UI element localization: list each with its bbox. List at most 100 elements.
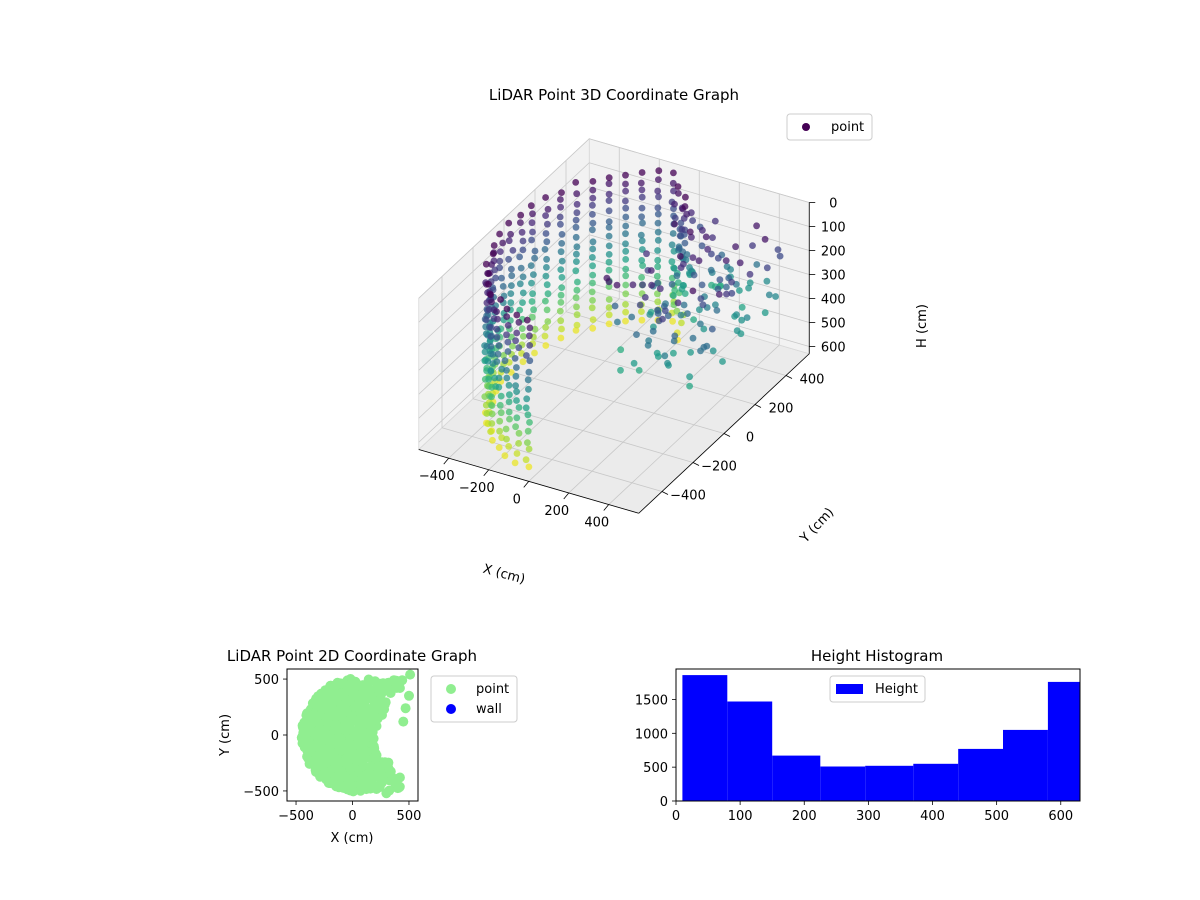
point-3d-marker	[513, 329, 521, 337]
z-tick-label-3d: 100	[821, 221, 846, 236]
point-3d-marker	[505, 443, 513, 450]
point-3d-marker	[763, 277, 771, 285]
legend-3d-frame	[786, 113, 873, 141]
histogram-bar	[772, 755, 821, 801]
point-3d-marker	[525, 368, 533, 376]
point-3d-marker	[635, 367, 643, 374]
point-3d-marker	[518, 325, 526, 332]
legend-2d: point wall	[430, 675, 518, 723]
point-3d-marker	[503, 331, 510, 339]
point-3d-marker	[542, 324, 549, 331]
legend-3d-point-label: point	[831, 120, 864, 135]
point-3d-marker	[497, 296, 504, 303]
point-3d-marker	[689, 334, 697, 342]
point-3d-marker	[509, 342, 516, 350]
point-3d-marker	[572, 223, 580, 231]
point-3d-marker	[654, 210, 662, 218]
point-3d-marker	[605, 232, 613, 240]
point-3d-marker	[543, 306, 551, 314]
point-3d-marker	[671, 220, 678, 228]
point-3d-marker	[489, 436, 496, 444]
point-3d-marker	[681, 203, 689, 210]
y-tick-3d	[661, 491, 669, 495]
point-2d-marker	[356, 754, 367, 765]
y-tick-label-3d: 200	[769, 402, 794, 417]
point-3d-marker	[638, 274, 645, 281]
point-3d-marker	[670, 292, 677, 299]
point-3d-marker	[707, 266, 715, 274]
point-3d-marker	[714, 285, 722, 293]
point-3d-marker	[738, 303, 746, 311]
point-3d-marker	[529, 228, 536, 236]
point-3d-marker	[671, 332, 679, 340]
point-3d-marker	[557, 248, 565, 256]
point-2d-marker	[394, 683, 405, 693]
point-3d-marker	[489, 351, 497, 358]
x-tick-label-3d: 200	[544, 504, 569, 519]
point-3d-marker	[493, 333, 501, 341]
x-tick-label-hist: 600	[1048, 809, 1073, 824]
point-3d-marker	[572, 216, 580, 224]
point-3d-marker	[670, 337, 678, 345]
point-3d-marker	[753, 222, 760, 230]
x-tick-label-3d: 0	[513, 492, 521, 507]
y-tick-label-hist: 1000	[635, 727, 668, 742]
point-3d-marker	[668, 241, 676, 249]
point-3d-marker	[557, 299, 565, 306]
plot-2d: LiDAR Point 2D Coordinate Graph −500 0 500…	[218, 647, 518, 846]
point-3d-marker	[573, 258, 580, 265]
point-3d-marker	[573, 286, 581, 294]
point-3d-marker	[654, 187, 662, 195]
point-3d-marker	[572, 327, 580, 334]
point-3d-marker	[749, 242, 756, 250]
point-3d-marker	[673, 272, 681, 280]
point-3d-marker	[509, 247, 517, 254]
point-3d-marker	[528, 313, 536, 321]
point-3d-marker	[699, 301, 707, 309]
point-2d-marker	[325, 732, 336, 743]
point-3d-marker	[517, 264, 525, 272]
point-3d-marker	[508, 265, 515, 273]
point-3d-marker	[698, 281, 706, 289]
point-3d-marker	[622, 222, 630, 230]
point-3d-marker	[671, 214, 679, 222]
point-3d-marker	[654, 204, 662, 212]
legend-2d-point-label: point	[476, 682, 509, 697]
point-3d-marker	[728, 278, 735, 286]
grid-3d-z	[589, 138, 810, 203]
x-tick-label-hist: 500	[984, 809, 1009, 824]
point-3d-marker	[772, 293, 779, 300]
point-3d-marker	[573, 209, 581, 217]
point-3d-marker	[501, 452, 509, 460]
point-3d-marker	[686, 373, 693, 381]
point-3d-marker	[525, 445, 533, 453]
point-3d-marker	[653, 272, 661, 280]
point-2d-marker	[365, 720, 376, 731]
point-3d-marker	[681, 290, 689, 297]
grid-3d-z	[418, 138, 590, 299]
point-3d-marker	[716, 276, 724, 284]
point-3d-marker	[542, 272, 550, 280]
point-3d-marker	[497, 409, 505, 417]
x-tick-3d	[563, 492, 570, 500]
point-3d-marker	[664, 312, 672, 320]
point-3d-marker	[641, 294, 649, 301]
x-axis-3d-label: X (cm)	[481, 562, 526, 588]
point-3d-marker	[709, 234, 716, 242]
plot-3d-panes	[417, 137, 811, 514]
point-3d-marker	[499, 239, 507, 247]
point-3d-marker	[503, 435, 510, 443]
point-3d-marker	[605, 320, 613, 328]
histogram-bar	[820, 766, 866, 801]
point-3d-marker	[572, 233, 580, 241]
point-3d-marker	[531, 247, 539, 255]
point-3d-marker	[605, 283, 613, 290]
point-2d-marker	[314, 727, 325, 738]
point-3d-marker	[622, 180, 629, 188]
point-3d-marker	[589, 316, 597, 323]
point-3d-marker	[696, 306, 703, 314]
point-3d-marker	[556, 307, 564, 315]
histogram-bar	[682, 675, 728, 801]
point-3d-marker	[496, 257, 504, 265]
point-3d-marker	[622, 213, 630, 221]
